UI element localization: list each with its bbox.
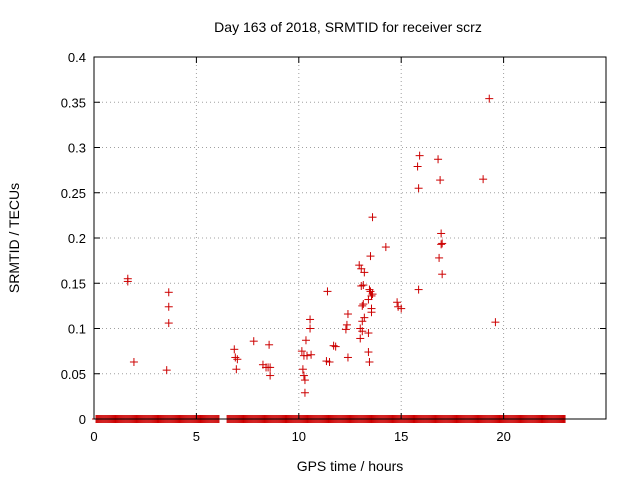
data-point (233, 355, 242, 364)
x-tick-label: 15 (394, 429, 408, 444)
y-tick-label: 0.1 (68, 322, 86, 337)
y-tick-label: 0.25 (61, 186, 86, 201)
y-tick-label: 0.35 (61, 95, 86, 110)
data-point (306, 324, 315, 333)
data-point (491, 318, 500, 327)
data-point (329, 341, 338, 350)
data-point (393, 298, 402, 307)
data-point (306, 315, 315, 324)
data-point (164, 319, 173, 328)
data-point (301, 336, 310, 345)
data-point (368, 290, 377, 299)
data-point (366, 252, 375, 261)
data-point (164, 302, 173, 311)
y-tick-label: 0.3 (68, 141, 86, 156)
y-tick-label: 0.4 (68, 50, 86, 65)
data-point (358, 317, 367, 326)
data-point (359, 300, 368, 309)
data-point (230, 345, 239, 354)
data-point (435, 253, 444, 262)
data-point (360, 268, 369, 277)
data-point (343, 310, 352, 319)
data-points (123, 94, 500, 397)
data-point (341, 325, 350, 334)
data-point (325, 357, 334, 366)
y-tick-labels: 0 0.05 0.1 0.15 0.2 0.25 0.3 0.35 0.4 (61, 50, 86, 427)
data-point (364, 329, 373, 338)
data-point (358, 327, 367, 336)
x-tick-label: 0 (90, 429, 97, 444)
data-point (365, 357, 374, 366)
data-point (413, 162, 422, 171)
y-tick-label: 0.15 (61, 276, 86, 291)
data-point (437, 240, 446, 249)
data-point (437, 229, 446, 238)
data-point (479, 175, 488, 184)
x-tick-label: 5 (193, 429, 200, 444)
data-point (343, 353, 352, 362)
data-point (415, 151, 424, 160)
data-point (438, 270, 447, 279)
data-point (129, 357, 138, 366)
data-point (302, 351, 311, 360)
data-point (164, 288, 173, 297)
x-tick-labels: 0 5 10 15 20 (90, 429, 510, 444)
data-point (232, 365, 241, 374)
data-point (485, 94, 494, 103)
data-point (300, 388, 309, 397)
data-point (358, 301, 367, 310)
axis-ticks (93, 56, 606, 420)
data-point (162, 366, 171, 375)
data-point (356, 334, 365, 343)
data-point (367, 291, 376, 300)
data-point (367, 304, 376, 313)
data-point (360, 313, 369, 322)
data-point (265, 340, 274, 349)
data-point (266, 363, 275, 372)
data-point (357, 281, 366, 290)
x-tick-label: 20 (496, 429, 510, 444)
data-point (436, 176, 445, 185)
data-point (300, 376, 309, 385)
y-tick-label: 0 (79, 412, 86, 427)
data-point (323, 287, 332, 296)
x-tick-label: 10 (292, 429, 306, 444)
data-point (231, 353, 240, 362)
data-point (297, 347, 306, 356)
y-tick-label: 0.2 (68, 231, 86, 246)
data-point (381, 243, 390, 252)
data-point (249, 337, 258, 346)
data-point (365, 285, 374, 294)
data-point (368, 213, 377, 222)
data-point (414, 285, 423, 294)
data-point (438, 239, 447, 248)
data-point (434, 155, 443, 164)
data-point (414, 184, 423, 193)
y-axis-label: SRMTID / TECUs (6, 183, 22, 293)
data-point (342, 320, 351, 329)
grid (94, 57, 606, 419)
data-point (298, 365, 307, 374)
data-point (397, 304, 406, 313)
data-point (364, 348, 373, 357)
y-tick-label: 0.05 (61, 367, 86, 382)
data-point (331, 342, 340, 351)
data-point (299, 371, 308, 380)
data-point (307, 350, 316, 359)
data-point (266, 371, 275, 380)
x-axis-label: GPS time / hours (297, 458, 404, 474)
data-point (355, 261, 364, 270)
chart-title: Day 163 of 2018, SRMTID for receiver scr… (214, 19, 482, 35)
data-point (359, 281, 368, 290)
data-point (123, 277, 132, 286)
